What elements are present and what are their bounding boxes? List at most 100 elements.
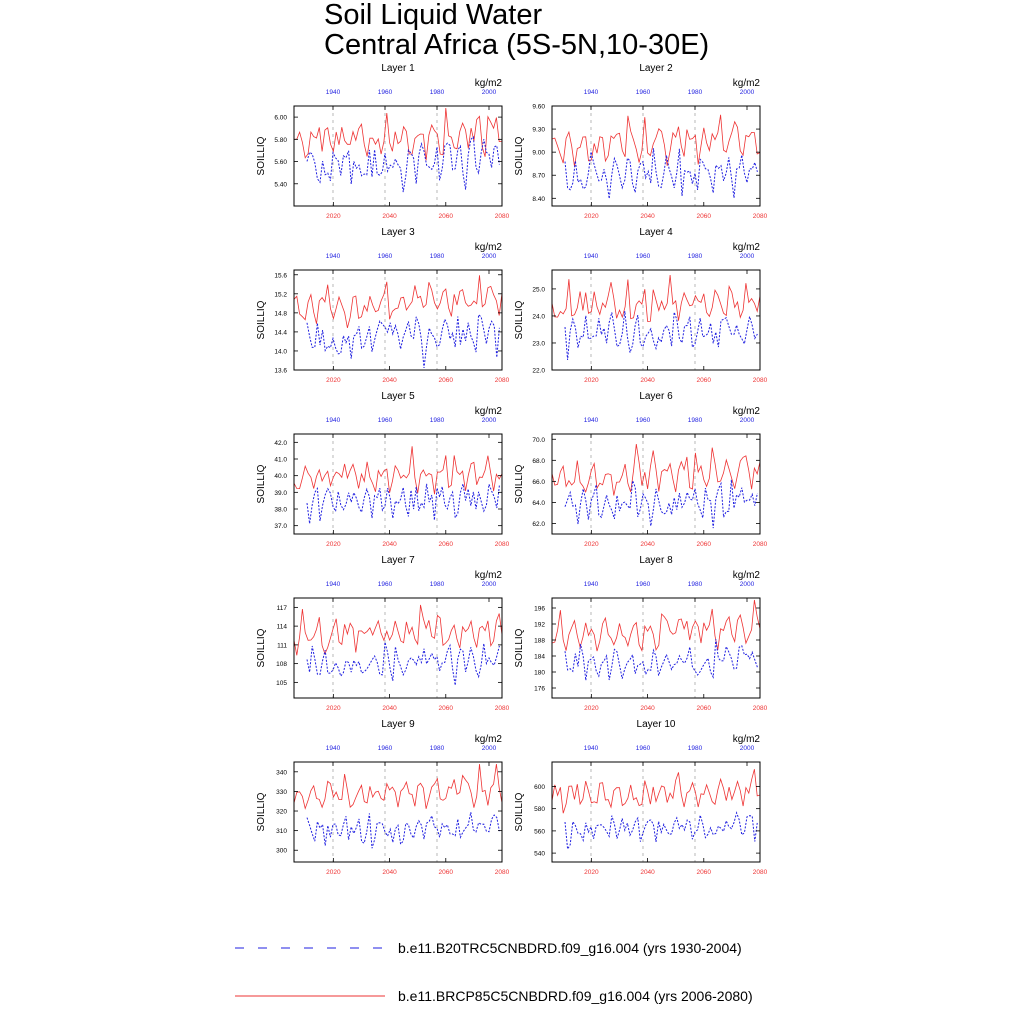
top-tick-label: 2000 (740, 417, 755, 424)
plot-frame (293, 433, 503, 535)
series-line-historical (564, 148, 758, 199)
bottom-tick-label: 2080 (495, 213, 510, 220)
y-axis-label: SOILLIQ (514, 300, 525, 339)
y-tick-label: 37.0 (274, 523, 287, 530)
y-tick-label: 184 (534, 654, 545, 661)
y-tick-label: 68.0 (532, 458, 545, 465)
bottom-tick-label: 2060 (697, 213, 712, 220)
y-tick-label: 196 (534, 606, 545, 613)
bottom-tick-label: 2040 (640, 377, 655, 384)
bottom-tick-label: 2060 (697, 377, 712, 384)
bottom-tick-label: 2080 (753, 377, 768, 384)
y-tick-label: 300 (276, 848, 287, 855)
bottom-tick-label: 2020 (326, 213, 341, 220)
y-tick-label: 111 (277, 642, 287, 649)
y-tick-label: 108 (276, 661, 287, 668)
units-label: kg/m2 (733, 406, 761, 417)
top-tick-label: 1980 (430, 89, 445, 96)
y-tick-label: 15.2 (274, 291, 287, 298)
panel-title: Layer 2 (639, 63, 673, 74)
y-tick-label: 600 (534, 784, 545, 791)
bottom-tick-label: 2020 (326, 869, 341, 876)
y-tick-label: 330 (276, 789, 287, 796)
top-tick-label: 2000 (740, 253, 755, 260)
bottom-tick-label: 2020 (584, 705, 599, 712)
top-tick-label: 1980 (430, 253, 445, 260)
top-tick-label: 1980 (688, 89, 703, 96)
panel-6: Layer 6 kg/m2 SOILLIQ 62.0 64.0 66.0 68.0 70.0 1… (514, 391, 768, 548)
series-line-historical (564, 479, 758, 529)
y-tick-label: 180 (534, 670, 545, 677)
y-tick-label: 23.0 (532, 340, 545, 347)
plot-frame (551, 105, 761, 207)
y-tick-label: 9.60 (532, 104, 545, 111)
units-label: kg/m2 (475, 734, 503, 745)
bottom-tick-label: 2080 (753, 541, 768, 548)
top-tick-label: 1980 (688, 417, 703, 424)
y-tick-label: 14.0 (274, 348, 287, 355)
top-tick-label: 2000 (482, 581, 497, 588)
y-tick-label: 25.0 (532, 286, 545, 293)
series-line-future (293, 275, 503, 329)
top-tick-label: 1940 (584, 581, 599, 588)
bottom-tick-label: 2060 (697, 869, 712, 876)
y-tick-label: 70.0 (532, 437, 545, 444)
bottom-tick-label: 2040 (382, 705, 397, 712)
y-tick-label: 5.80 (274, 137, 287, 144)
top-tick-label: 1980 (430, 581, 445, 588)
top-tick-label: 1960 (636, 745, 651, 752)
panel-4: Layer 4 kg/m2 SOILLIQ 22.0 23.0 24.0 25.0 1940 1… (514, 227, 768, 384)
y-axis-label: SOILLIQ (514, 136, 525, 175)
top-tick-label: 1940 (326, 581, 341, 588)
series-line-historical (564, 639, 758, 681)
bottom-tick-label: 2060 (697, 541, 712, 548)
y-tick-label: 192 (534, 622, 545, 629)
units-label: kg/m2 (475, 406, 503, 417)
top-tick-label: 1940 (326, 417, 341, 424)
panel-7: Layer 7 kg/m2 SOILLIQ 105 108 111 114 117 1940 19… (256, 555, 510, 712)
y-tick-label: 105 (276, 680, 287, 687)
bottom-tick-label: 2040 (382, 869, 397, 876)
series-line-future (293, 763, 503, 810)
top-tick-label: 2000 (482, 89, 497, 96)
panel-title: Layer 5 (381, 391, 415, 402)
top-tick-label: 1980 (688, 745, 703, 752)
top-tick-label: 1960 (378, 89, 393, 96)
bottom-tick-label: 2040 (640, 705, 655, 712)
y-tick-label: 188 (534, 638, 545, 645)
plot-frame (551, 597, 761, 699)
series-line-future (551, 114, 761, 167)
y-tick-label: 39.0 (274, 490, 287, 497)
bottom-tick-label: 2020 (326, 705, 341, 712)
bottom-tick-label: 2060 (697, 705, 712, 712)
units-label: kg/m2 (733, 78, 761, 89)
bottom-tick-label: 2080 (753, 869, 768, 876)
top-tick-label: 2000 (740, 745, 755, 752)
y-tick-label: 13.6 (274, 368, 287, 375)
series-line-historical (306, 313, 500, 369)
units-label: kg/m2 (475, 242, 503, 253)
y-tick-label: 64.0 (532, 500, 545, 507)
series-line-future (551, 769, 761, 814)
y-tick-label: 540 (534, 851, 545, 858)
series-line-historical (306, 642, 500, 686)
y-tick-label: 14.8 (274, 310, 287, 317)
panel-title: Layer 8 (639, 555, 673, 566)
bottom-tick-label: 2020 (326, 377, 341, 384)
series-line-future (551, 444, 761, 496)
bottom-tick-label: 2040 (640, 541, 655, 548)
plot-frame (551, 269, 761, 371)
top-tick-label: 1960 (636, 417, 651, 424)
panel-1: Layer 1 kg/m2 SOILLIQ 5.40 5.60 5.80 6.00 1940 1… (256, 63, 510, 220)
y-tick-label: 22.0 (532, 368, 545, 375)
y-tick-label: 114 (277, 624, 288, 631)
bottom-tick-label: 2040 (640, 213, 655, 220)
top-tick-label: 1960 (378, 253, 393, 260)
y-tick-label: 5.40 (274, 181, 287, 188)
series-line-future (293, 446, 503, 495)
units-label: kg/m2 (733, 242, 761, 253)
plot-frame (293, 597, 503, 699)
bottom-tick-label: 2020 (326, 541, 341, 548)
series-line-future (551, 599, 761, 653)
